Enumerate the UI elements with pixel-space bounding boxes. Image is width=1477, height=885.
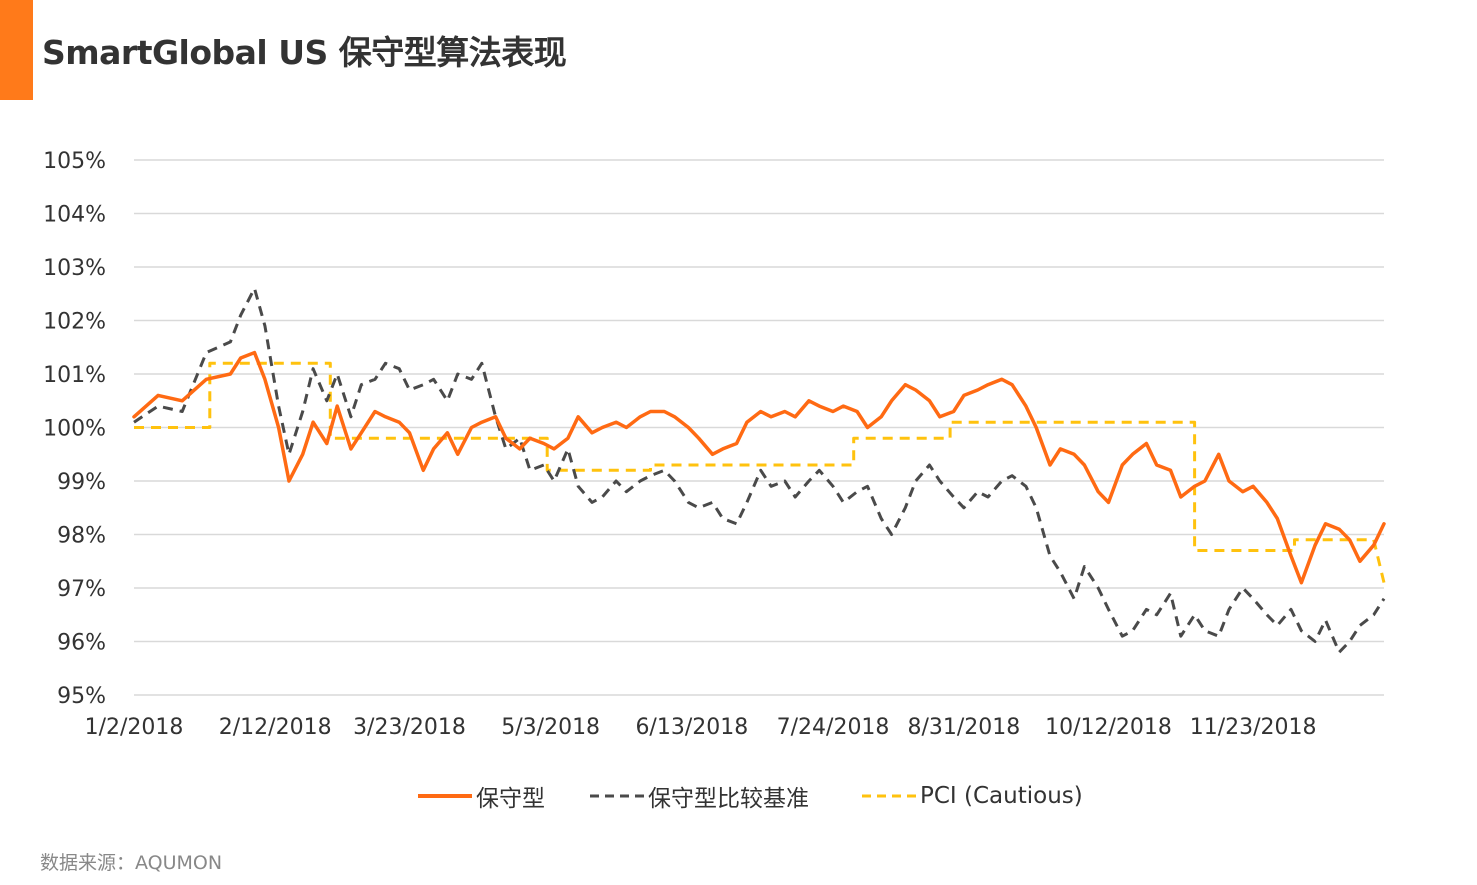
series-line-benchmark — [133, 286, 1386, 654]
x-tick-label: 10/12/2018 — [1045, 715, 1172, 740]
x-tick-label: 8/31/2018 — [907, 715, 1020, 740]
y-tick-label: 101% — [43, 363, 106, 388]
y-tick-label: 99% — [57, 470, 106, 495]
y-tick-label: 103% — [43, 256, 106, 281]
title-accent-bar — [0, 0, 33, 100]
y-tick-label: 100% — [43, 417, 106, 442]
series-lines — [132, 286, 1386, 654]
chart-title: SmartGlobal US 保守型算法表现 — [42, 33, 567, 72]
y-tick-label: 105% — [43, 149, 106, 174]
legend-swatch-pci — [862, 794, 916, 798]
y-tick-label: 95% — [57, 684, 106, 709]
legend-label-benchmark: 保守型比较基准 — [648, 786, 809, 812]
x-tick-label: 11/23/2018 — [1190, 715, 1317, 740]
y-tick-label: 98% — [57, 524, 106, 549]
legend-swatch-benchmark — [590, 794, 644, 798]
x-axis-ticks: 1/2/2018 2/12/2018 3/23/2018 5/3/2018 6/13/2… — [85, 715, 1317, 740]
series-line-portfolio — [132, 350, 1386, 585]
chart-legend: 保守型 保守型比较基准 PCI (Cautious) — [0, 778, 1477, 814]
legend-item-portfolio: 保守型 — [418, 778, 545, 814]
x-tick-label: 2/12/2018 — [219, 715, 332, 740]
legend-swatch-portfolio — [418, 794, 472, 798]
source-note: 数据来源：AQUMON — [40, 852, 223, 874]
x-tick-label: 5/3/2018 — [501, 715, 600, 740]
y-tick-label: 102% — [43, 310, 106, 335]
y-axis-ticks: 105% 104% 103% 102% 101% 100% 99% 98% 97% 96% 95% — [43, 149, 106, 709]
x-tick-label: 1/2/2018 — [85, 715, 184, 740]
legend-label-portfolio: 保守型 — [476, 786, 545, 812]
y-tick-label: 97% — [57, 577, 106, 602]
y-tick-label: 96% — [57, 631, 106, 656]
legend-item-benchmark: 保守型比较基准 — [590, 778, 809, 814]
grid-lines — [134, 159, 1384, 696]
x-tick-label: 7/24/2018 — [777, 715, 890, 740]
legend-item-pci: PCI (Cautious) — [862, 778, 1083, 814]
x-tick-label: 3/23/2018 — [353, 715, 466, 740]
y-tick-label: 104% — [43, 203, 106, 228]
x-tick-label: 6/13/2018 — [635, 715, 748, 740]
series-line-pci — [134, 361, 1386, 584]
legend-label-pci: PCI (Cautious) — [920, 783, 1083, 809]
